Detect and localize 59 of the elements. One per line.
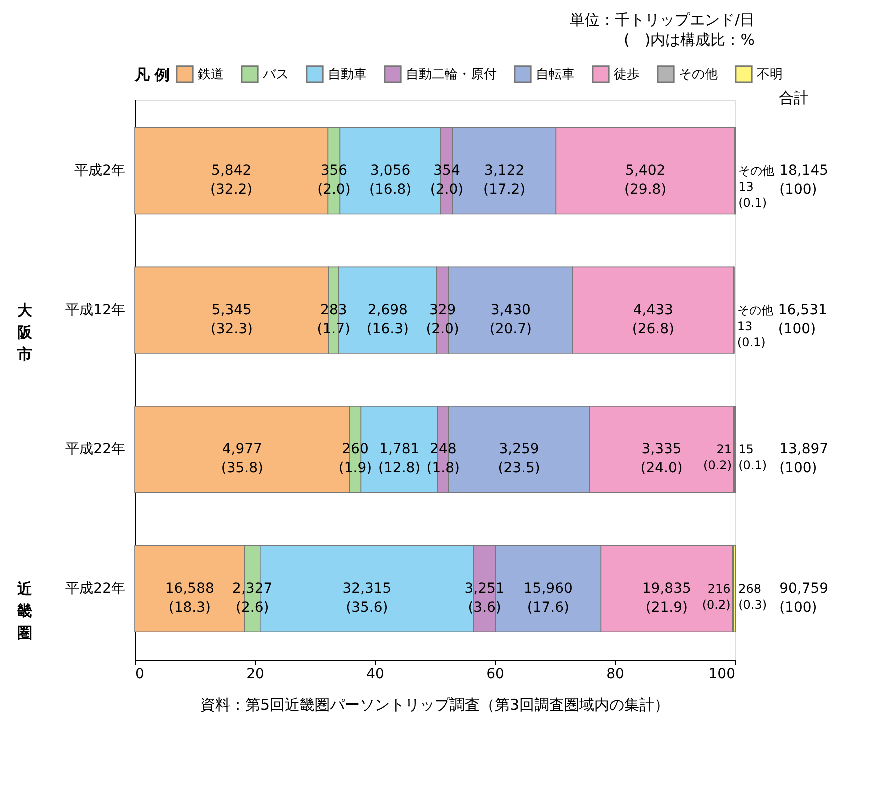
data-label: 15 (0.1) — [738, 442, 768, 473]
legend-label: 自動車 — [328, 67, 367, 82]
text: 合計 — [779, 89, 809, 107]
data-label: 4,977 (35.8) — [221, 442, 264, 477]
y-tick-label: 平成22年 — [66, 580, 126, 597]
legend-label: 不明 — [757, 67, 783, 82]
data-label: その他 13 (0.1) — [738, 164, 775, 210]
x-tick-label: 0 — [136, 666, 144, 682]
data-label: 248 (1.8) — [426, 442, 460, 477]
total-label: 18,145 (100) — [780, 163, 829, 198]
text: 近畿圏 — [16, 580, 34, 642]
x-tick-label: 80 — [606, 666, 624, 682]
data-label: 5,842 (32.2) — [210, 163, 253, 198]
data-label: 216 (0.2) — [702, 582, 731, 612]
data-label: 32,315 (35.6) — [342, 580, 392, 616]
x-tick-label: 100 — [708, 666, 736, 682]
x-tick-label: 40 — [366, 666, 384, 682]
data-label: その他 13 (0.1) — [737, 303, 774, 350]
data-label: 283 (1.7) — [317, 302, 350, 338]
data-label: 3,056 (16.8) — [370, 163, 412, 198]
data-label: 329 (2.0) — [426, 302, 460, 338]
text: 大阪市 — [16, 301, 34, 364]
data-label: 3,335 (24.0) — [640, 442, 683, 477]
text: ( )内は構成比：% — [624, 31, 755, 49]
y-tick-label: 平成12年 — [66, 302, 126, 318]
text: 単位：千トリップエンド/日 — [570, 11, 755, 29]
text: 資料：第5回近畿圏パーソントリップ調査（第3回調査圏域内の集計） — [200, 696, 670, 714]
x-tick-label: 60 — [486, 666, 504, 682]
total-label: 90,759 (100) — [780, 580, 829, 616]
total-label: 16,531 (100) — [778, 302, 828, 338]
data-label: 268 (0.3) — [738, 582, 768, 612]
data-label: 356 (2.0) — [318, 163, 351, 198]
total-label: 13,897 (100) — [780, 442, 829, 477]
data-label: 3,251 (3.6) — [464, 580, 505, 616]
data-label: 3,122 (17.2) — [484, 163, 526, 198]
legend-label: 徒歩 — [614, 67, 640, 82]
legend-label: その他 — [679, 67, 718, 82]
data-label: 5,345 (32.3) — [210, 302, 253, 338]
data-label: 2,698 (16.3) — [366, 302, 409, 338]
data-label: 15,960 (17.6) — [524, 580, 573, 616]
data-label: 21 (0.2) — [704, 442, 732, 473]
data-label: 4,433 (26.8) — [632, 302, 674, 338]
legend-title: 凡 例 — [134, 66, 170, 84]
data-label: 1,781 (12.8) — [378, 442, 421, 477]
legend-label: 自転車 — [536, 67, 575, 82]
x-tick-label: 20 — [246, 666, 264, 682]
data-label: 3,430 (20.7) — [490, 302, 532, 338]
legend-label: 鉄道 — [198, 67, 224, 82]
legend-label: バス — [262, 67, 289, 82]
legend-label: 自動二輪・原付 — [406, 67, 497, 82]
data-label: 16,588 (18.3) — [165, 580, 214, 616]
data-label: 5,402 (29.8) — [624, 163, 667, 198]
data-label: 2,327 (2.6) — [232, 580, 273, 616]
y-tick-label: 平成2年 — [74, 163, 126, 180]
data-label: 354 (2.0) — [430, 163, 464, 198]
data-label: 260 (1.9) — [338, 442, 372, 477]
data-label: 19,835 (21.9) — [642, 580, 692, 616]
data-label: 3,259 (23.5) — [498, 442, 540, 477]
y-tick-label: 平成22年 — [66, 442, 126, 458]
